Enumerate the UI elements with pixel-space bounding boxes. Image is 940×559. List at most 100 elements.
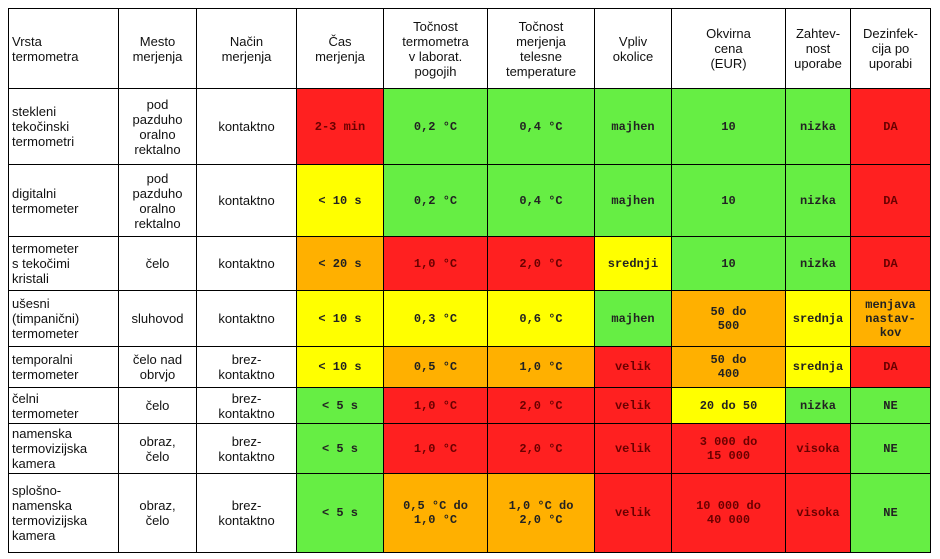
table-row: termometer s tekočimi kristali čelo kontak… — [8, 236, 931, 291]
rating-cell: < 5 s — [296, 473, 384, 553]
label-cell: kontaktno — [196, 236, 297, 291]
rating-cell: nizka — [785, 387, 851, 424]
label-cell: pod pazduho oralno rektalno — [118, 164, 197, 237]
header-cell: Okvirna cena (EUR) — [671, 8, 786, 89]
table-row: digitalni termometer pod pazduho oralno r… — [8, 164, 931, 237]
label-cell: splošno- namenska termovizijska kamera — [8, 473, 119, 553]
label-cell: obraz, čelo — [118, 473, 197, 553]
rating-cell: 50 do 400 — [671, 346, 786, 388]
label-cell: čelo — [118, 236, 197, 291]
header-cell: Čas merjenja — [296, 8, 384, 89]
table-row: temporalni termometer čelo nad obrvjo brez… — [8, 346, 931, 388]
rating-cell: DA — [850, 346, 931, 388]
label-cell: digitalni termometer — [8, 164, 119, 237]
label-cell: brez- kontaktno — [196, 473, 297, 553]
rating-cell: NE — [850, 473, 931, 553]
rating-cell: DA — [850, 88, 931, 165]
label-cell: čelo nad obrvjo — [118, 346, 197, 388]
rating-cell: 10 — [671, 164, 786, 237]
header-cell: Način merjenja — [196, 8, 297, 89]
rating-cell: 1,0 °C — [383, 387, 488, 424]
header-cell: Zahtev- nost uporabe — [785, 8, 851, 89]
rating-cell: srednja — [785, 290, 851, 347]
label-cell: stekleni tekočinski termometri — [8, 88, 119, 165]
rating-cell: 1,0 °C — [383, 423, 488, 474]
header-cell: Vrsta termometra — [8, 8, 119, 89]
rating-cell: 20 do 50 — [671, 387, 786, 424]
rating-cell: DA — [850, 236, 931, 291]
header-cell: Vpliv okolice — [594, 8, 672, 89]
table-row: ušesni (timpanični) termometer sluhovod ko… — [8, 290, 931, 347]
rating-cell: velik — [594, 423, 672, 474]
label-cell: kontaktno — [196, 88, 297, 165]
rating-cell: 2-3 min — [296, 88, 384, 165]
rating-cell: 10 — [671, 88, 786, 165]
label-cell: sluhovod — [118, 290, 197, 347]
rating-cell: srednja — [785, 346, 851, 388]
rating-cell: < 5 s — [296, 423, 384, 474]
label-cell: čelni termometer — [8, 387, 119, 424]
label-cell: namenska termovizijska kamera — [8, 423, 119, 474]
table-row: namenska termovizijska kamera obraz, čelo… — [8, 423, 931, 474]
rating-cell: nizka — [785, 164, 851, 237]
header-cell: Dezinfek- cija po uporabi — [850, 8, 931, 89]
rating-cell: < 5 s — [296, 387, 384, 424]
rating-cell: nizka — [785, 88, 851, 165]
label-cell: ušesni (timpanični) termometer — [8, 290, 119, 347]
table-row: splošno- namenska termovizijska kamera ob… — [8, 473, 931, 553]
label-cell: temporalni termometer — [8, 346, 119, 388]
label-cell: kontaktno — [196, 164, 297, 237]
rating-cell: NE — [850, 423, 931, 474]
rating-cell: 2,0 °C — [487, 236, 595, 291]
rating-cell: menjava nastav- kov — [850, 290, 931, 347]
rating-cell: 0,4 °C — [487, 88, 595, 165]
rating-cell: < 20 s — [296, 236, 384, 291]
rating-cell: 0,2 °C — [383, 88, 488, 165]
rating-cell: velik — [594, 346, 672, 388]
label-cell: obraz, čelo — [118, 423, 197, 474]
rating-cell: 2,0 °C — [487, 387, 595, 424]
label-cell: brez- kontaktno — [196, 387, 297, 424]
rating-cell: 50 do 500 — [671, 290, 786, 347]
rating-cell: velik — [594, 387, 672, 424]
header-cell: Mesto merjenja — [118, 8, 197, 89]
label-cell: brez- kontaktno — [196, 346, 297, 388]
header-row: Vrsta termometra Mesto merjenja Način merj… — [8, 8, 931, 89]
rating-cell: majhen — [594, 164, 672, 237]
table-body: stekleni tekočinski termometri pod pazduh… — [8, 88, 931, 553]
rating-cell: visoka — [785, 473, 851, 553]
rating-cell: 10 000 do 40 000 — [671, 473, 786, 553]
label-cell: pod pazduho oralno rektalno — [118, 88, 197, 165]
rating-cell: 10 — [671, 236, 786, 291]
rating-cell: < 10 s — [296, 290, 384, 347]
rating-cell: 1,0 °C do 2,0 °C — [487, 473, 595, 553]
thermometer-table: Vrsta termometra Mesto merjenja Način merj… — [8, 8, 931, 553]
rating-cell: nizka — [785, 236, 851, 291]
rating-cell: velik — [594, 473, 672, 553]
label-cell: kontaktno — [196, 290, 297, 347]
rating-cell: srednji — [594, 236, 672, 291]
rating-cell: 0,6 °C — [487, 290, 595, 347]
label-cell: čelo — [118, 387, 197, 424]
rating-cell: 0,4 °C — [487, 164, 595, 237]
rating-cell: DA — [850, 164, 931, 237]
label-cell: termometer s tekočimi kristali — [8, 236, 119, 291]
rating-cell: 0,2 °C — [383, 164, 488, 237]
rating-cell: 0,3 °C — [383, 290, 488, 347]
label-cell: brez- kontaktno — [196, 423, 297, 474]
header-cell: Točnost termometra v laborat. pogojih — [383, 8, 488, 89]
table-row: stekleni tekočinski termometri pod pazduh… — [8, 88, 931, 165]
rating-cell: 0,5 °C do 1,0 °C — [383, 473, 488, 553]
header-cell: Točnost merjenja telesne temperature — [487, 8, 595, 89]
rating-cell: < 10 s — [296, 346, 384, 388]
rating-cell: 0,5 °C — [383, 346, 488, 388]
rating-cell: 1,0 °C — [383, 236, 488, 291]
table-row: čelni termometer čelo brez- kontaktno < 5 s… — [8, 387, 931, 424]
rating-cell: < 10 s — [296, 164, 384, 237]
rating-cell: 1,0 °C — [487, 346, 595, 388]
rating-cell: 3 000 do 15 000 — [671, 423, 786, 474]
rating-cell: majhen — [594, 290, 672, 347]
rating-cell: majhen — [594, 88, 672, 165]
rating-cell: 2,0 °C — [487, 423, 595, 474]
